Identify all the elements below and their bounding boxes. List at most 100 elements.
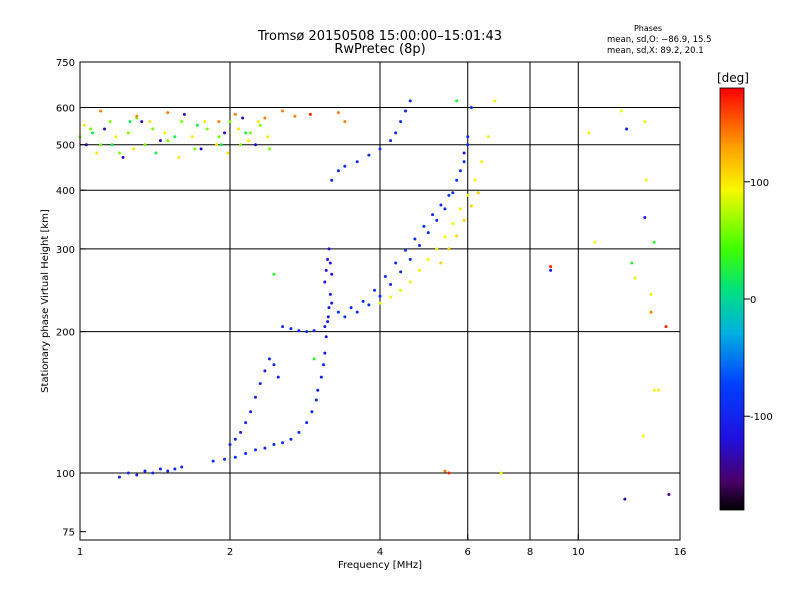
data-point: [233, 437, 237, 441]
data-point: [443, 235, 447, 239]
data-point: [289, 437, 293, 441]
data-point: [166, 469, 170, 473]
data-point: [310, 410, 314, 414]
data-point: [319, 375, 323, 379]
data-point: [426, 257, 430, 261]
data-point: [236, 127, 240, 131]
x-axis-ticks: 1 2 4 6 8 10 16: [77, 534, 687, 558]
data-point: [413, 237, 417, 241]
data-point: [593, 240, 597, 244]
data-point: [95, 151, 99, 155]
y-tick-label: 750: [56, 58, 75, 69]
data-point: [328, 261, 332, 265]
y-tick-label: 500: [56, 141, 75, 152]
data-point: [394, 261, 398, 265]
data-point: [447, 247, 451, 251]
data-point: [399, 288, 403, 292]
data-point: [312, 357, 316, 361]
data-point: [244, 131, 248, 135]
data-point: [126, 471, 130, 475]
data-point: [623, 497, 627, 501]
data-point: [211, 459, 215, 463]
data-point: [435, 247, 439, 251]
data-point: [439, 203, 443, 207]
x-tick-label: 16: [674, 547, 687, 558]
data-point: [158, 139, 162, 143]
data-point: [272, 272, 276, 276]
data-point: [426, 231, 430, 235]
data-point: [233, 455, 237, 459]
data-point: [336, 169, 340, 173]
colorbar-tick-label: -100: [750, 412, 773, 423]
data-point: [657, 388, 661, 392]
data-point: [455, 178, 459, 182]
data-point: [272, 363, 276, 367]
data-point: [199, 147, 203, 151]
y-axis-ticks: 75 100 200 300 400 500 600 750: [56, 58, 86, 539]
data-point: [223, 457, 227, 461]
data-point: [135, 473, 139, 477]
data-point: [239, 430, 243, 434]
data-point: [131, 147, 135, 151]
data-point: [466, 143, 470, 147]
data-point: [462, 218, 466, 222]
data-point: [82, 123, 86, 127]
data-point: [451, 221, 455, 225]
data-point: [228, 442, 232, 446]
y-tick-label: 75: [62, 528, 75, 539]
data-point: [326, 320, 330, 324]
data-point: [417, 268, 421, 272]
data-point: [394, 131, 398, 135]
data-point: [330, 272, 334, 276]
data-point: [373, 288, 377, 292]
data-point: [633, 276, 637, 280]
data-point: [203, 120, 207, 124]
data-point: [272, 442, 276, 446]
data-point: [378, 301, 382, 305]
data-point: [244, 452, 248, 456]
y-axis-label: Stationary phase Virtual Height [km]: [40, 209, 51, 393]
data-point: [151, 471, 155, 475]
data-point: [431, 213, 435, 217]
data-point: [281, 109, 285, 113]
data-point: [649, 292, 653, 296]
data-point: [389, 282, 393, 286]
y-tick-label: 400: [56, 186, 75, 197]
x-tick-label: 8: [527, 547, 533, 558]
data-point: [84, 143, 88, 147]
data-point: [462, 160, 466, 164]
chart-title: Tromsø 20150508 15:00:00–15:01:43: [257, 29, 502, 44]
data-point: [336, 310, 340, 314]
data-point: [177, 155, 181, 159]
data-point: [193, 147, 197, 151]
colorbar-label: [deg]: [717, 71, 749, 85]
data-point: [649, 310, 653, 314]
data-point: [619, 109, 623, 113]
data-point: [305, 421, 309, 425]
data-point: [408, 280, 412, 284]
data-point: [256, 120, 260, 124]
data-point: [173, 135, 177, 139]
data-point: [641, 434, 645, 438]
data-point: [625, 127, 629, 131]
data-point: [643, 215, 647, 219]
data-point: [327, 247, 331, 251]
data-point: [281, 441, 285, 445]
data-point: [103, 127, 107, 131]
data-point: [140, 120, 144, 124]
data-point: [263, 116, 267, 120]
data-point: [228, 120, 232, 124]
data-point: [458, 169, 462, 173]
y-tick-label: 100: [56, 469, 75, 480]
data-point: [151, 127, 155, 131]
data-point: [435, 218, 439, 222]
data-point: [408, 257, 412, 261]
data-point: [336, 111, 340, 115]
data-point: [305, 330, 309, 334]
data-point: [367, 153, 371, 157]
data-point: [135, 114, 139, 118]
data-point: [458, 207, 462, 211]
data-point: [215, 143, 219, 147]
data-point: [327, 306, 331, 310]
data-point: [258, 123, 262, 127]
